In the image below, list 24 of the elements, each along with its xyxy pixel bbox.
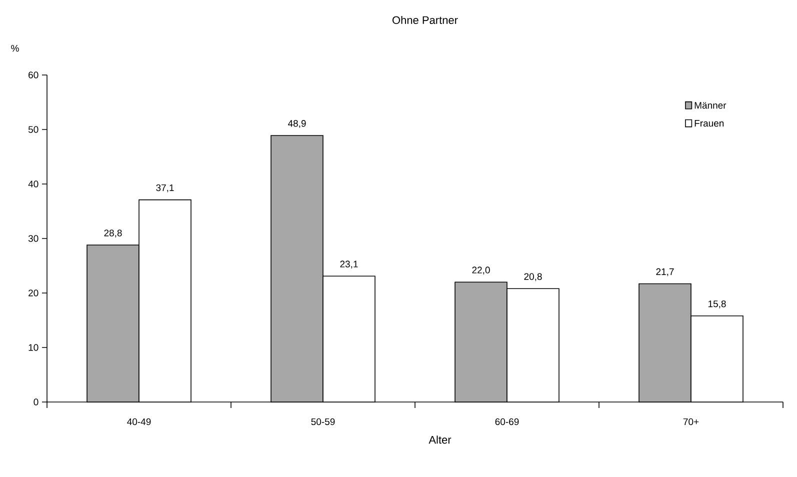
y-tick-label: 60 [28,72,38,78]
data-label: 48,9 [288,120,306,128]
x-tick-label: 40-49 [127,418,151,426]
y-axis-title: % [11,44,19,52]
data-label: 22,0 [472,266,490,275]
data-label: 28,8 [104,230,122,238]
data-label: 21,7 [656,268,674,276]
data-label: 20,8 [524,273,542,282]
y-tick-label: 0 [34,398,38,406]
y-tick-label: 40 [28,180,38,188]
data-label: 15,8 [708,300,726,308]
data-label: 23,1 [340,260,358,269]
y-tick-label: 50 [28,126,38,133]
legend-label: Frauen [694,120,724,127]
y-tick-label: 30 [28,235,38,242]
x-tick-label: 60-69 [495,418,519,426]
x-axis-title: Alter [428,436,452,444]
legend-label: Männer [694,102,726,109]
y-tick-label: 10 [28,344,38,351]
y-tick-label: 20 [28,290,38,296]
x-tick-label: 50-59 [311,418,335,426]
x-tick-label: 70+ [683,418,699,426]
chart-title: Ohne Partner [392,16,458,24]
data-label: 37,1 [156,184,174,192]
